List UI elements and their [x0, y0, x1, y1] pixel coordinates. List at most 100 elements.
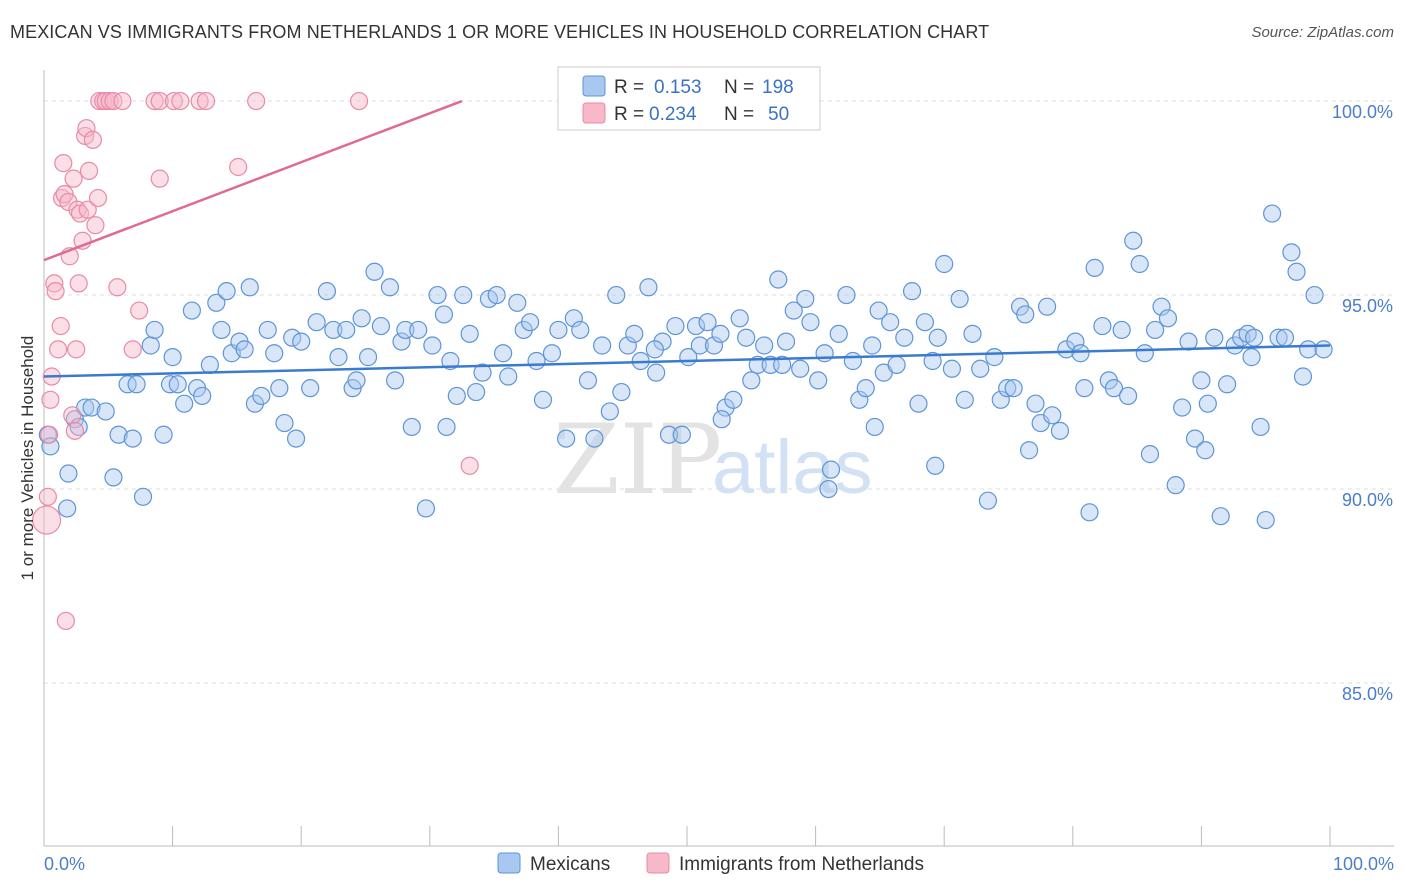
point-mexicans	[926, 456, 945, 475]
point-mexicans	[460, 324, 479, 343]
legend-r-value-pink: 0.234	[649, 104, 697, 125]
point-netherlands	[349, 91, 369, 111]
point-mexicans	[275, 413, 294, 433]
point-netherlands	[63, 406, 82, 425]
point-mexicans	[1118, 386, 1138, 406]
point-mexicans	[1173, 398, 1192, 417]
point-netherlands	[45, 274, 64, 293]
point-mexicans	[769, 270, 788, 289]
point-mexicans	[585, 429, 604, 448]
point-mexicans	[423, 336, 442, 355]
point-mexicans	[647, 363, 666, 382]
point-mexicans	[392, 332, 411, 351]
legend-r-label-blue: R =	[614, 77, 644, 98]
point-mexicans	[737, 328, 756, 347]
point-mexicans	[928, 328, 947, 347]
point-mexicans	[521, 313, 540, 332]
y-tick-label: 100.0%	[1332, 102, 1393, 122]
point-mexicans	[385, 371, 405, 390]
bottom-legend-label-netherlands: Immigrants from Netherlands	[679, 854, 924, 875]
y-tick-label: 90.0%	[1342, 490, 1393, 510]
point-mexicans	[909, 394, 928, 413]
point-mexicans	[265, 344, 284, 363]
point-mexicans	[1112, 320, 1131, 340]
point-mexicans	[396, 320, 415, 340]
point-mexicans	[1135, 344, 1154, 363]
point-mexicans	[145, 320, 164, 340]
legend-n-value-blue: 198	[762, 77, 794, 98]
point-mexicans	[1205, 328, 1224, 347]
point-mexicans	[409, 320, 428, 340]
point-netherlands	[69, 274, 88, 293]
trendline-mexicans	[43, 344, 1331, 378]
chart-title: MEXICAN VS IMMIGRANTS FROM NETHERLANDS 1…	[10, 22, 990, 42]
point-mexicans	[1043, 406, 1062, 425]
point-netherlands	[145, 91, 164, 111]
point-netherlands	[54, 154, 73, 173]
watermark-atlas: atlas	[712, 425, 873, 510]
point-mexicans	[454, 285, 473, 305]
point-mexicans	[1140, 445, 1160, 464]
point-netherlands	[38, 487, 57, 506]
point-mexicans	[123, 429, 142, 448]
point-mexicans	[1299, 340, 1318, 359]
point-mexicans	[193, 386, 212, 406]
point-mexicans	[1305, 285, 1324, 305]
point-mexicans	[324, 320, 343, 340]
point-mexicans	[850, 390, 869, 409]
point-mexicans	[1004, 379, 1023, 398]
point-mexicans	[252, 386, 271, 406]
point-mexicans	[487, 285, 506, 305]
point-netherlands	[40, 425, 59, 444]
point-mexicans	[447, 386, 466, 406]
point-mexicans	[200, 355, 219, 374]
point-mexicans	[1130, 254, 1149, 274]
point-mexicans	[1185, 429, 1205, 448]
point-mexicans	[358, 348, 378, 367]
point-mexicans	[292, 332, 311, 351]
point-mexicans	[1282, 243, 1301, 262]
point-mexicans	[104, 468, 123, 487]
point-netherlands	[100, 91, 119, 111]
series-netherlands	[31, 91, 479, 631]
point-netherlands	[64, 169, 83, 188]
point-netherlands	[46, 282, 65, 301]
point-netherlands	[130, 301, 149, 320]
point-mexicans	[776, 332, 796, 351]
point-mexicans	[160, 375, 180, 394]
point-mexicans	[127, 375, 146, 394]
point-mexicans	[1124, 231, 1143, 250]
point-mexicans	[1314, 340, 1333, 359]
point-mexicans	[416, 499, 436, 518]
point-netherlands	[86, 216, 105, 235]
point-mexicans	[1245, 328, 1264, 347]
legend-n-label-pink: N =	[724, 104, 754, 125]
point-mexicans	[950, 289, 969, 309]
point-mexicans	[829, 324, 848, 343]
point-netherlands	[56, 611, 75, 631]
point-mexicans	[881, 313, 900, 332]
legend-swatch-blue	[582, 75, 606, 97]
point-netherlands	[88, 188, 108, 208]
series-mexicans	[38, 204, 1333, 530]
point-mexicans	[593, 336, 612, 355]
y-tick-labels: 85.0% 90.0% 95.0% 100.0%	[1332, 102, 1393, 704]
point-mexicans	[549, 320, 568, 340]
point-mexicans	[856, 379, 875, 398]
legend-r-value-blue: 0.153	[654, 77, 702, 98]
point-mexicans	[672, 425, 691, 444]
point-mexicans	[690, 336, 709, 355]
point-mexicans	[571, 320, 590, 340]
point-netherlands	[67, 340, 86, 359]
point-mexicans	[755, 336, 774, 355]
point-mexicans	[1016, 305, 1035, 324]
source-credit: Source: ZipAtlas.com	[1251, 24, 1394, 41]
point-mexicans	[337, 320, 356, 340]
point-mexicans	[1037, 297, 1057, 316]
x-axis-ticks	[43, 826, 1331, 846]
watermark-zip: ZIP	[553, 404, 722, 516]
point-netherlands	[108, 278, 127, 297]
y-axis-label: 1 or more Vehicles in Household	[18, 336, 37, 581]
point-netherlands	[190, 91, 209, 111]
point-mexicans	[935, 254, 954, 274]
